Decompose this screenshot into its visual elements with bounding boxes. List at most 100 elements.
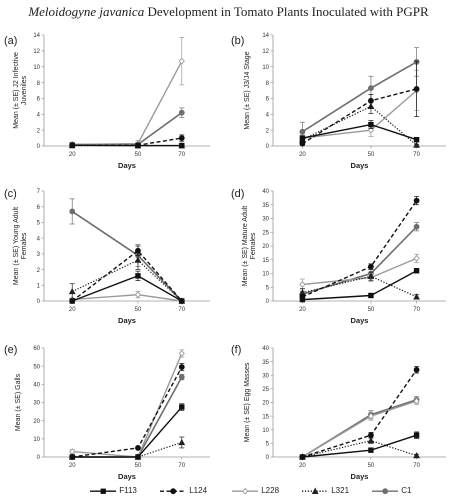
series-line-L321 xyxy=(302,440,417,458)
data-point-C1 xyxy=(368,85,374,92)
y-tick-label: 8 xyxy=(37,81,41,87)
x-tick-label: 50 xyxy=(368,307,375,313)
figure-title: Meloidogyne javanica Development in Toma… xyxy=(0,4,457,20)
data-point-F113 xyxy=(135,142,141,149)
legend-label: L124 xyxy=(187,486,208,496)
y-axis-label-line: Mean (± SE) J2 Infective xyxy=(13,52,20,129)
x-axis-label: Days xyxy=(351,316,369,325)
y-tick-label: 0 xyxy=(37,299,41,305)
series-C1 xyxy=(69,107,185,148)
series-F113 xyxy=(299,268,420,303)
y-axis-label-line: Females xyxy=(250,232,257,259)
series-line-C1 xyxy=(72,376,183,458)
x-tick-label: 50 xyxy=(135,463,142,469)
data-point-F113 xyxy=(413,268,420,274)
y-axis-label-line: Mean (± SE) Galls xyxy=(15,373,22,431)
series-line-L228 xyxy=(72,353,183,458)
y-tick-label: 8 xyxy=(266,81,270,87)
data-point-C1 xyxy=(299,128,306,135)
series-L228 xyxy=(69,37,185,148)
data-point-F113 xyxy=(135,273,141,279)
figure-title-italic: Meloidogyne javanica xyxy=(28,4,145,19)
y-tick-label: 10 xyxy=(262,428,269,434)
y-axis-label: Mean (± SE) Mature AdultFemales xyxy=(242,206,257,287)
data-point-L228 xyxy=(299,281,306,288)
data-point-F113 xyxy=(299,296,306,303)
y-tick-label: 6 xyxy=(37,205,41,211)
data-point-L124 xyxy=(368,432,374,439)
chart-panel-5: (f) 0 5 10 15 20 25 30 35 40 20 50 70 Days Mean (± SE)… xyxy=(231,344,446,481)
y-tick-label: 12 xyxy=(262,49,269,55)
data-point-F113 xyxy=(179,298,185,304)
series-line-C1 xyxy=(302,226,418,295)
y-tick-label: 0 xyxy=(266,144,270,150)
y-tick-label: 0 xyxy=(37,144,41,150)
chart-panel-1: (b) 0 2 4 6 8 10 12 14 20 50 70 Days Mean (± SE) J3/J… xyxy=(231,33,446,170)
data-point-L228 xyxy=(413,397,420,405)
legend-item-L124: L124 xyxy=(160,486,207,496)
series-line-L124 xyxy=(72,366,183,458)
series-line-C1 xyxy=(301,61,417,133)
y-tick-label: 1 xyxy=(37,283,41,289)
x-tick-label: 20 xyxy=(69,307,76,313)
panel-label: (e) xyxy=(4,344,17,356)
data-point-L124 xyxy=(368,263,374,270)
data-point-L321 xyxy=(367,272,375,279)
data-point-L321 xyxy=(413,141,420,148)
y-axis-label-line: Mean (± SE) Egg Masses xyxy=(244,362,251,442)
data-point-F113 xyxy=(69,298,75,304)
chart-panel-4: (e) 0 10 20 30 40 50 60 20 50 70 Days Mean (± SE) Ga… xyxy=(4,344,210,481)
legend-item-F113: F113 xyxy=(90,486,137,496)
y-tick-label: 4 xyxy=(37,112,41,118)
series-L124 xyxy=(299,60,420,147)
legend-swatch xyxy=(232,487,258,495)
x-axis-label: Days xyxy=(351,161,369,170)
y-tick-label: 2 xyxy=(37,128,41,134)
data-point-L124 xyxy=(299,140,306,147)
y-tick-label: 5 xyxy=(266,442,270,448)
y-axis-label: Mean (± SE) J2 InfectiveJuveniles xyxy=(13,52,28,129)
legend-label: F113 xyxy=(117,486,137,496)
legend-swatch xyxy=(90,488,116,494)
data-point-F113 xyxy=(299,454,306,460)
series-line-L228 xyxy=(72,60,183,146)
x-tick-label: 50 xyxy=(135,152,142,158)
series-line-L228 xyxy=(72,294,182,302)
data-point-F113 xyxy=(299,135,306,141)
data-point-L228 xyxy=(178,57,185,65)
panel-label: (d) xyxy=(231,188,244,200)
chart-panel-3: (d) 0 5 10 15 20 25 30 35 40 20 50 70 Days Mean (± SE)… xyxy=(231,188,446,325)
data-point-L124 xyxy=(368,97,374,104)
x-tick-label: 20 xyxy=(299,463,306,469)
panel-label: (f) xyxy=(231,344,241,356)
data-point-L124 xyxy=(413,86,420,92)
data-point-L124 xyxy=(135,247,141,254)
y-tick-label: 3 xyxy=(37,252,41,258)
data-point-F113 xyxy=(179,142,185,149)
data-point-F113 xyxy=(179,404,185,410)
y-axis-label: Mean (± SE) Young AdultFemales xyxy=(13,207,28,285)
data-point-F113 xyxy=(69,142,75,148)
y-tick-label: 14 xyxy=(33,33,40,39)
data-point-L321 xyxy=(413,451,420,459)
y-tick-label: 10 xyxy=(262,272,269,278)
data-point-F113 xyxy=(69,454,75,460)
y-tick-label: 4 xyxy=(37,236,41,242)
legend-label: L321 xyxy=(329,486,350,496)
series-F113 xyxy=(69,403,185,460)
series-C1 xyxy=(299,222,420,298)
data-point-L321 xyxy=(134,256,142,263)
y-tick-label: 35 xyxy=(262,360,269,366)
y-tick-label: 10 xyxy=(33,437,40,443)
legend-label: C1 xyxy=(399,486,412,496)
y-tick-label: 6 xyxy=(37,97,41,103)
series-L124 xyxy=(299,366,420,460)
figure-title-rest: Development in Tomato Plants Inoculated … xyxy=(144,4,429,19)
y-tick-label: 0 xyxy=(266,455,270,461)
series-line-L321 xyxy=(72,441,182,458)
legend-swatch xyxy=(302,487,328,494)
data-point-L228 xyxy=(367,412,375,420)
series-F113 xyxy=(69,142,185,149)
x-tick-label: 20 xyxy=(69,463,76,469)
